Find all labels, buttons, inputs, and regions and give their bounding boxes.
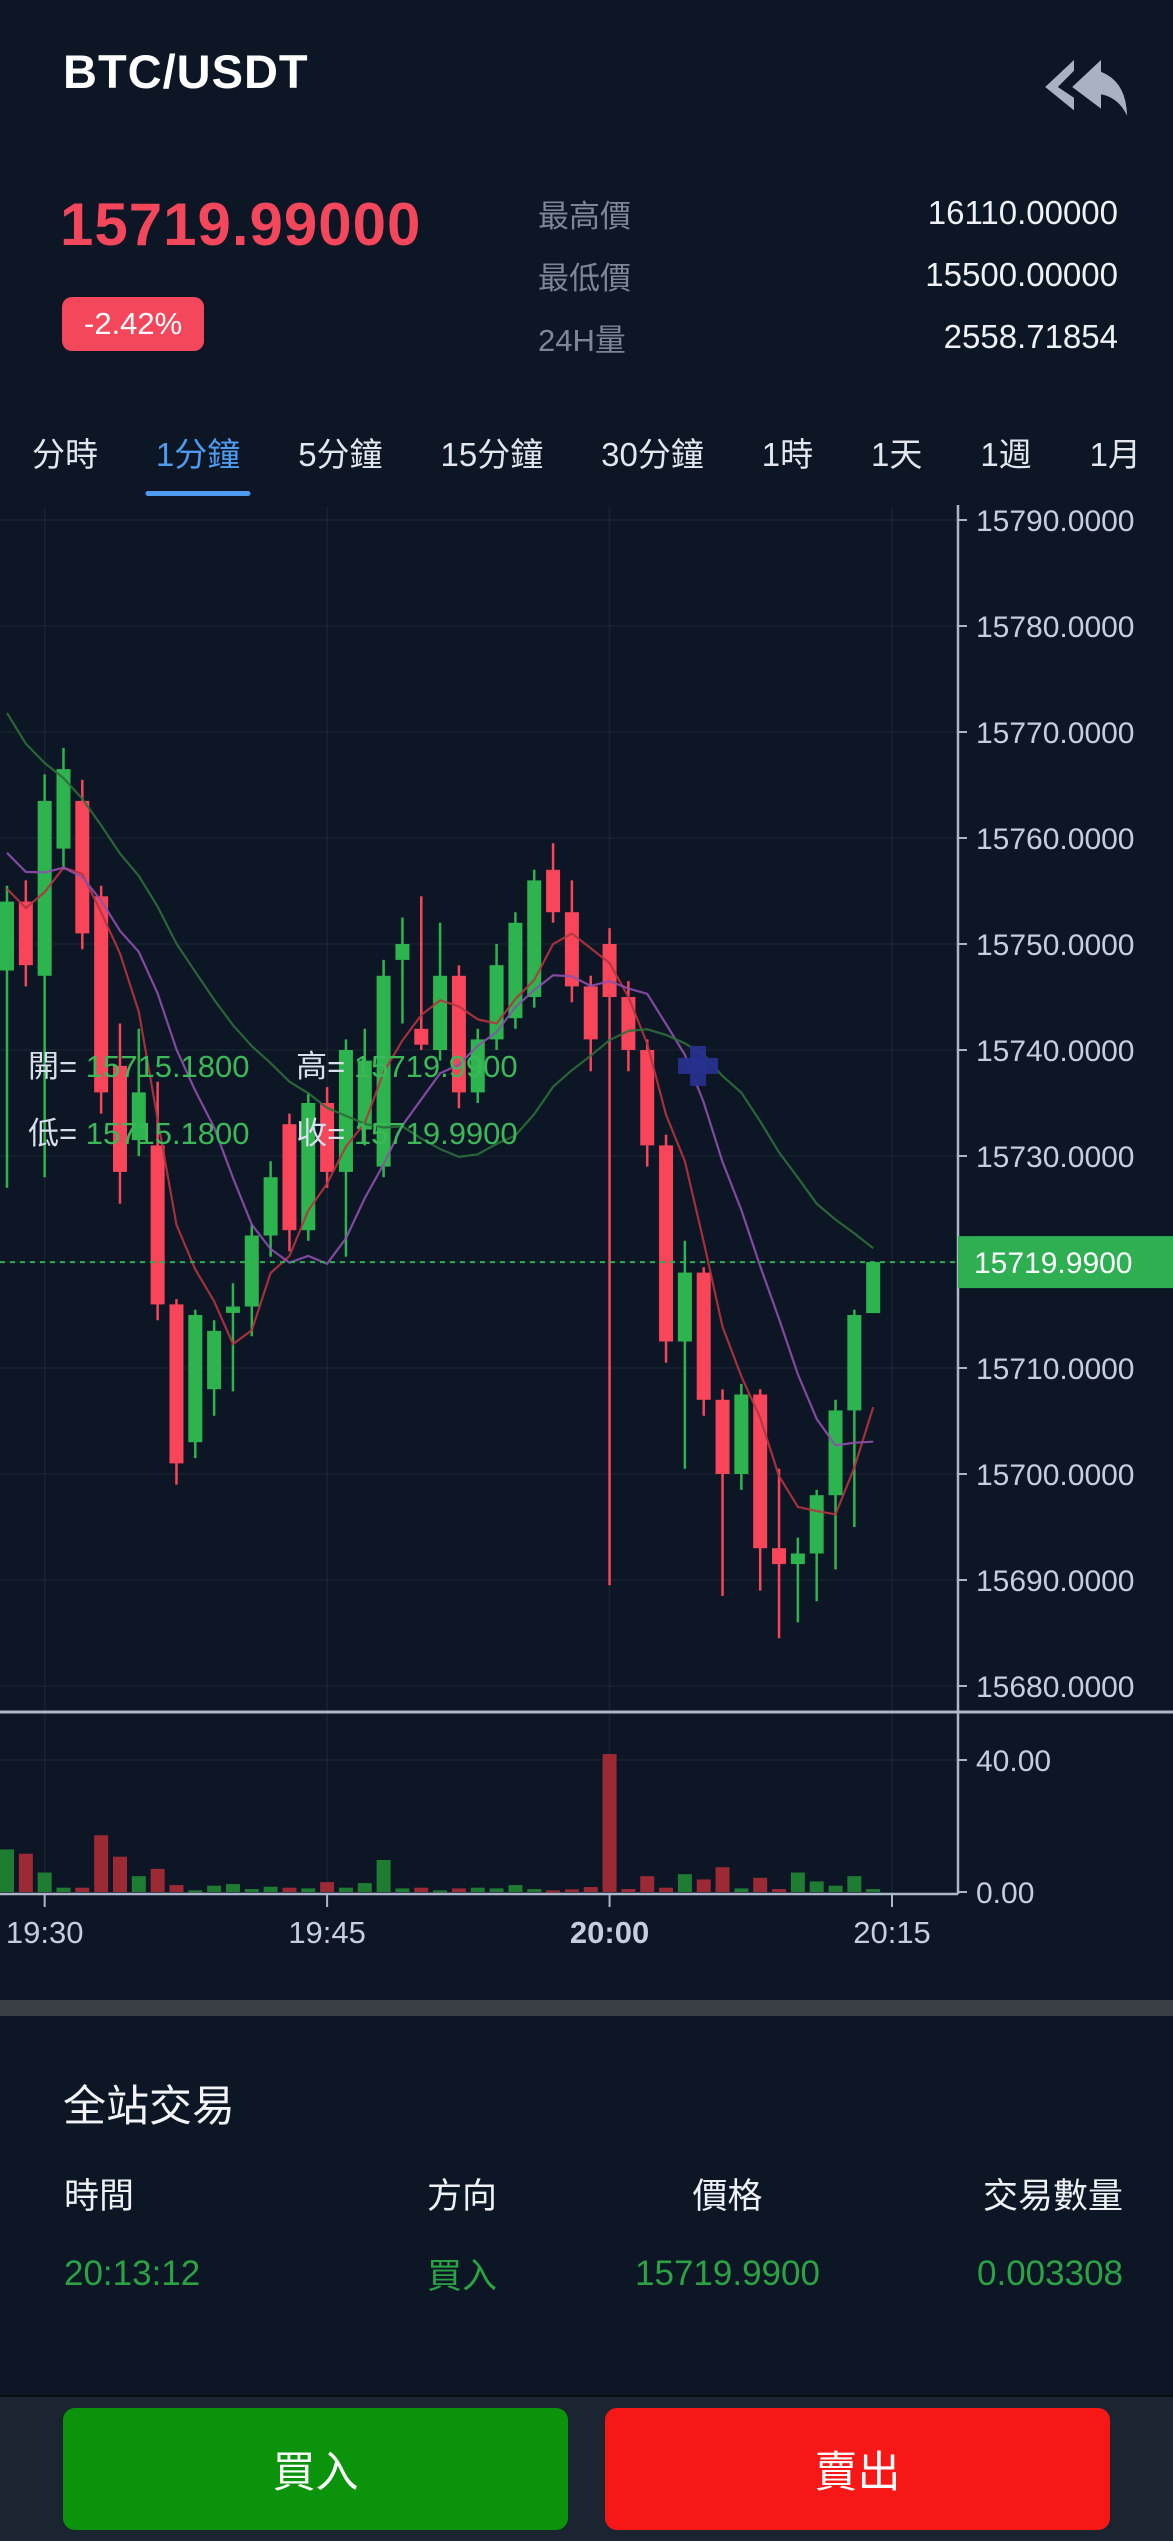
- trades-section-title: 全站交易: [63, 2083, 235, 2131]
- close-label: 收=: [296, 1116, 346, 1151]
- stat-low-value: 15500.00000: [925, 256, 1118, 293]
- signal-marker-icon: [678, 1045, 719, 1086]
- stat-high-value: 16110.00000: [927, 194, 1118, 231]
- stat-high-label: 最高價: [538, 198, 631, 234]
- stat-low-label: 最低價: [538, 260, 631, 296]
- volume-bars: [0, 1754, 881, 1893]
- svg-text:15719.9900: 15719.9900: [974, 1247, 1133, 1280]
- trades-cell-3: 0.003308: [977, 2253, 1123, 2293]
- tab-interval-4[interactable]: 30分鐘: [601, 436, 704, 473]
- back-arrow-icon: [1045, 60, 1128, 116]
- tab-interval-6[interactable]: 1天: [871, 436, 923, 473]
- svg-text:19:45: 19:45: [288, 1915, 366, 1950]
- trades-table-header: 時間 方向 價格 交易數量: [0, 2168, 1173, 2219]
- open-label: 開=: [28, 1049, 78, 1084]
- trades-cell-1: 買入: [426, 2257, 497, 2296]
- stat-volume: 24H量 2558.71854: [538, 316, 1118, 358]
- candles: [0, 747, 881, 1639]
- svg-text:15770.0000: 15770.0000: [976, 717, 1135, 750]
- last-price: 15719.99000: [60, 191, 422, 258]
- low-value: 15715.1800: [85, 1116, 250, 1151]
- svg-text:15790.0000: 15790.0000: [976, 505, 1135, 538]
- trades-table-row: 20:13:12 買入 15719.9900 0.003308: [0, 2248, 1173, 2299]
- ma-lines: [6, 712, 875, 1516]
- kline-chart-canvas: 15790.0000 15780.0000 15770.0000 15760.0000…: [0, 505, 1173, 1950]
- axis-labels: 15790.0000 15780.0000 15770.0000 15760.0000…: [6, 505, 1135, 1950]
- kline-chart[interactable]: 15790.0000 15780.0000 15770.0000 15760.0000…: [0, 495, 1173, 1955]
- sell-button[interactable]: 賣出: [605, 2408, 1110, 2530]
- page-title: BTC/USDT: [63, 45, 309, 98]
- svg-text:40.00: 40.00: [976, 1745, 1051, 1778]
- tab-interval-7[interactable]: 1週: [980, 436, 1032, 473]
- high-label: 高=: [296, 1049, 346, 1084]
- stat-volume-value: 2558.71854: [943, 318, 1118, 355]
- tab-interval-1[interactable]: 1分鐘: [156, 428, 240, 496]
- trades-header-2: 價格: [692, 2177, 763, 2216]
- tab-interval-5[interactable]: 1時: [761, 436, 814, 473]
- trades-cell-2: 15719.9900: [635, 2253, 820, 2293]
- svg-text:15690.0000: 15690.0000: [976, 1565, 1135, 1598]
- close-value: 15719.9900: [353, 1116, 518, 1151]
- stat-high: 最高價 16110.00000: [538, 192, 1118, 234]
- svg-text:20:00: 20:00: [570, 1915, 649, 1950]
- ohlc-legend-line1: 開= 15715.1800 高= 15719.9900: [28, 1041, 556, 1086]
- change-percent-badge: -2.42%: [62, 297, 205, 351]
- svg-text:15780.0000: 15780.0000: [976, 611, 1135, 644]
- svg-text:15760.0000: 15760.0000: [976, 823, 1135, 856]
- trades-header-0: 時間: [64, 2177, 135, 2216]
- svg-text:0.00: 0.00: [976, 1877, 1034, 1910]
- tab-interval-2[interactable]: 5分鐘: [298, 436, 383, 473]
- svg-text:15730.0000: 15730.0000: [976, 1141, 1135, 1174]
- section-divider: [0, 2000, 1173, 2016]
- svg-text:19:30: 19:30: [6, 1915, 84, 1950]
- svg-text:15700.0000: 15700.0000: [976, 1459, 1135, 1492]
- tab-interval-0[interactable]: 分時: [32, 436, 98, 473]
- back-button[interactable]: [1038, 52, 1128, 122]
- trades-header-3: 交易數量: [982, 2177, 1123, 2216]
- current-price-tag: 15719.9900: [958, 1236, 1173, 1289]
- axes: [0, 505, 1173, 1907]
- svg-text:15710.0000: 15710.0000: [976, 1353, 1135, 1386]
- svg-text:20:15: 20:15: [853, 1915, 931, 1950]
- order-action-bar: 買入 賣出: [0, 2395, 1173, 2541]
- open-value: 15715.1800: [85, 1049, 250, 1084]
- tab-interval-3[interactable]: 15分鐘: [440, 436, 544, 473]
- svg-text:15740.0000: 15740.0000: [976, 1035, 1135, 1068]
- svg-text:15750.0000: 15750.0000: [976, 929, 1135, 962]
- tab-interval-8[interactable]: 1月: [1089, 436, 1141, 473]
- stat-volume-label: 24H量: [538, 322, 626, 358]
- interval-tabs: 分時 1分鐘 5分鐘 15分鐘 30分鐘 1時 1天 1週 1月: [0, 428, 1173, 496]
- low-label: 低=: [28, 1116, 78, 1151]
- trades-header-1: 方向: [426, 2177, 497, 2216]
- trades-cell-0: 20:13:12: [64, 2253, 201, 2293]
- stat-low: 最低價 15500.00000: [538, 254, 1118, 296]
- buy-button[interactable]: 買入: [63, 2408, 568, 2530]
- high-value: 15719.9900: [353, 1049, 518, 1084]
- svg-text:15680.0000: 15680.0000: [976, 1671, 1135, 1704]
- ohlc-legend-line2: 低= 15715.1800 收= 15719.9900: [28, 1108, 556, 1153]
